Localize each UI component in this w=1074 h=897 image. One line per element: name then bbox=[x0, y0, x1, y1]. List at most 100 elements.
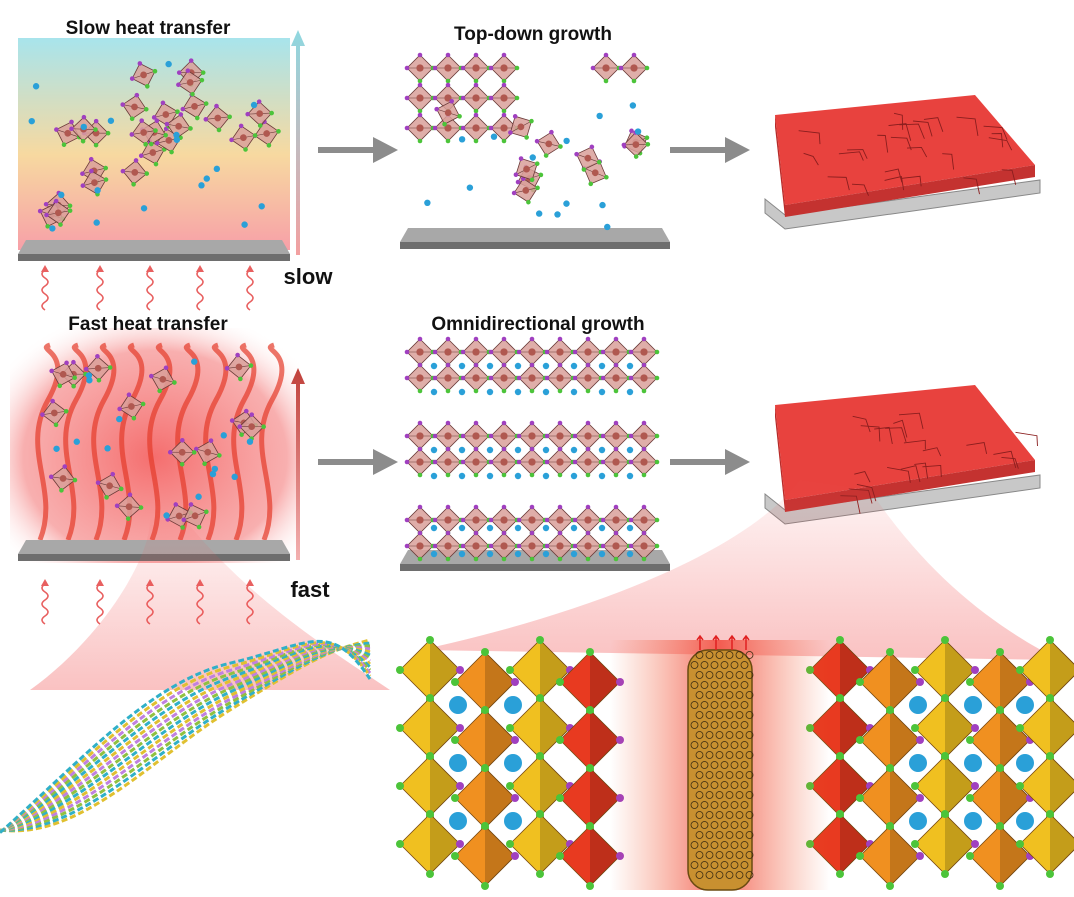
halide-atom bbox=[501, 82, 507, 88]
octahedron-shade bbox=[1050, 756, 1074, 816]
octahedron bbox=[48, 464, 78, 493]
grain-boundary bbox=[912, 120, 933, 137]
halide-atom bbox=[163, 132, 168, 138]
halide-atom bbox=[460, 375, 466, 381]
halide-atom bbox=[404, 125, 410, 131]
halide-atom bbox=[589, 144, 595, 150]
halide-atom bbox=[57, 383, 63, 389]
halide-atom bbox=[460, 95, 466, 101]
octahedron bbox=[49, 360, 77, 389]
octahedron-shade bbox=[430, 756, 460, 816]
halide-atom bbox=[654, 433, 660, 439]
heat-wave-arrow-slow bbox=[41, 269, 49, 311]
halide-atom bbox=[536, 752, 544, 760]
octahedron bbox=[224, 352, 254, 382]
octahedron bbox=[511, 176, 540, 205]
halide-atom bbox=[473, 108, 479, 114]
nanotube-ring bbox=[730, 821, 739, 829]
octahedron-center bbox=[584, 154, 592, 162]
cation-ion bbox=[964, 696, 982, 714]
halide-atom bbox=[417, 82, 423, 88]
octahedron-lattice bbox=[516, 362, 548, 394]
grain-boundary bbox=[884, 175, 905, 191]
halide-atom bbox=[586, 822, 594, 830]
heat-emission-arrow bbox=[728, 634, 736, 650]
grain-boundary bbox=[923, 117, 944, 132]
halide-atom bbox=[449, 98, 455, 104]
halide-atom bbox=[558, 144, 563, 149]
octahedron-center bbox=[416, 374, 424, 382]
octahedron-center bbox=[444, 542, 452, 550]
cation-ion bbox=[604, 223, 611, 231]
substrate-topdown bbox=[400, 228, 670, 242]
nanotube-ring bbox=[730, 661, 739, 669]
halide-atom bbox=[93, 127, 98, 132]
nanotube-ring bbox=[690, 801, 699, 809]
cation-ion bbox=[486, 446, 494, 454]
substrate-slow bbox=[18, 240, 290, 254]
nanotube-ring bbox=[745, 871, 754, 879]
halide-atom bbox=[103, 165, 109, 171]
octahedron-center bbox=[175, 122, 183, 130]
halide-atom bbox=[916, 736, 924, 744]
halide-atom bbox=[169, 149, 174, 155]
halide-atom bbox=[473, 556, 479, 562]
octahedron bbox=[229, 123, 258, 152]
octahedron bbox=[69, 114, 98, 144]
octahedron bbox=[114, 492, 144, 521]
halide-atom bbox=[49, 368, 54, 374]
nanotube-ring bbox=[735, 731, 744, 739]
halide-atom bbox=[473, 82, 479, 88]
halide-atom bbox=[248, 363, 254, 368]
halide-atom bbox=[628, 543, 634, 549]
halide-atom bbox=[138, 153, 144, 159]
octahedron-center bbox=[131, 168, 139, 176]
octahedron-center bbox=[50, 409, 58, 417]
octahedron-lattice bbox=[628, 362, 660, 394]
octahedron-shade bbox=[890, 826, 920, 886]
nanotube-ring bbox=[740, 661, 749, 669]
heat-wave-arrow-slow bbox=[196, 269, 204, 311]
halide-atom bbox=[586, 764, 594, 772]
halide-atom bbox=[445, 336, 451, 342]
halide-atom bbox=[488, 459, 494, 465]
cation-ion bbox=[458, 446, 466, 454]
octahedron-shade bbox=[1000, 710, 1030, 770]
halide-atom bbox=[457, 113, 462, 119]
halide-atom bbox=[621, 142, 627, 148]
cation-ion bbox=[93, 219, 100, 226]
substrate-topdown-edge bbox=[400, 242, 670, 249]
halide-atom bbox=[501, 530, 507, 536]
halide-atom bbox=[501, 556, 507, 562]
halide-atom bbox=[473, 530, 479, 536]
nanotube-ring bbox=[740, 781, 749, 789]
fast-label: fast bbox=[290, 577, 330, 602]
octahedron-center bbox=[54, 209, 62, 217]
nanotube-ring bbox=[720, 721, 729, 729]
halide-atom bbox=[83, 366, 89, 372]
grain-boundary bbox=[899, 123, 925, 139]
halide-atom bbox=[72, 477, 78, 483]
octahedron-center bbox=[584, 542, 592, 550]
halide-atom bbox=[80, 171, 85, 177]
halide-atom bbox=[516, 433, 522, 439]
halide-atom bbox=[127, 492, 133, 498]
cation-ion bbox=[250, 101, 258, 109]
halide-atom bbox=[202, 461, 207, 467]
halide-atom bbox=[572, 517, 578, 523]
cation-ion bbox=[1016, 754, 1034, 772]
halide-atom bbox=[105, 130, 111, 136]
halide-atom bbox=[506, 782, 514, 790]
carbon-nanotube-strand bbox=[175, 342, 201, 541]
octahedron-center bbox=[612, 348, 620, 356]
nanotube-ring bbox=[690, 681, 699, 689]
carbon-nanotube-closeup bbox=[0, 638, 372, 834]
nanotube-ring bbox=[745, 831, 754, 839]
halide-atom bbox=[514, 95, 520, 101]
octahedron-center bbox=[556, 458, 564, 466]
octahedron-center bbox=[500, 516, 508, 524]
halide-atom bbox=[203, 116, 209, 122]
halide-atom bbox=[856, 736, 864, 744]
heat-wave-arrow-slow-head bbox=[246, 265, 254, 272]
halide-atom bbox=[836, 694, 844, 702]
